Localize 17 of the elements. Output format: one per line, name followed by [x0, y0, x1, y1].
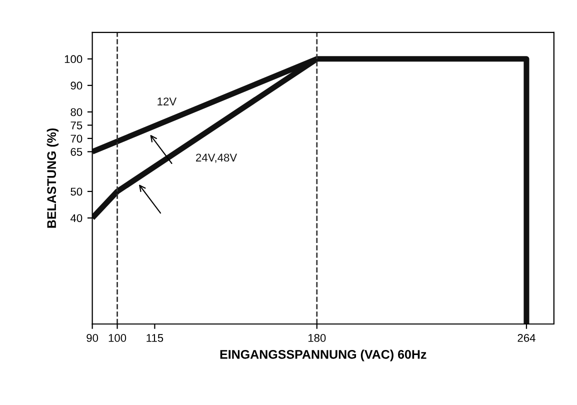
series-label: 24V,48V — [196, 154, 238, 163]
x-axis-title: EINGANGSSPANNUNG (VAC) 60Hz — [220, 350, 426, 362]
x-tick-label: 115 — [146, 334, 164, 342]
y-tick-label: 90 — [70, 82, 82, 90]
x-tick-label: 264 — [518, 334, 536, 342]
y-tick-label: 75 — [70, 122, 82, 130]
y-tick-label: 70 — [70, 134, 82, 143]
y-tick-label: 80 — [70, 108, 82, 116]
x-tick-label: 180 — [308, 334, 326, 342]
y-tick-label: 100 — [64, 55, 82, 64]
y-tick-label: 40 — [70, 214, 82, 222]
y-axis-title: BELASTUNG (%) — [46, 128, 59, 228]
y-tick-label: 65 — [70, 148, 82, 156]
x-tick-label: 90 — [86, 334, 98, 342]
series-label: 12V — [158, 98, 177, 106]
y-tick-label: 50 — [70, 188, 82, 196]
x-tick-label: 100 — [108, 334, 126, 342]
